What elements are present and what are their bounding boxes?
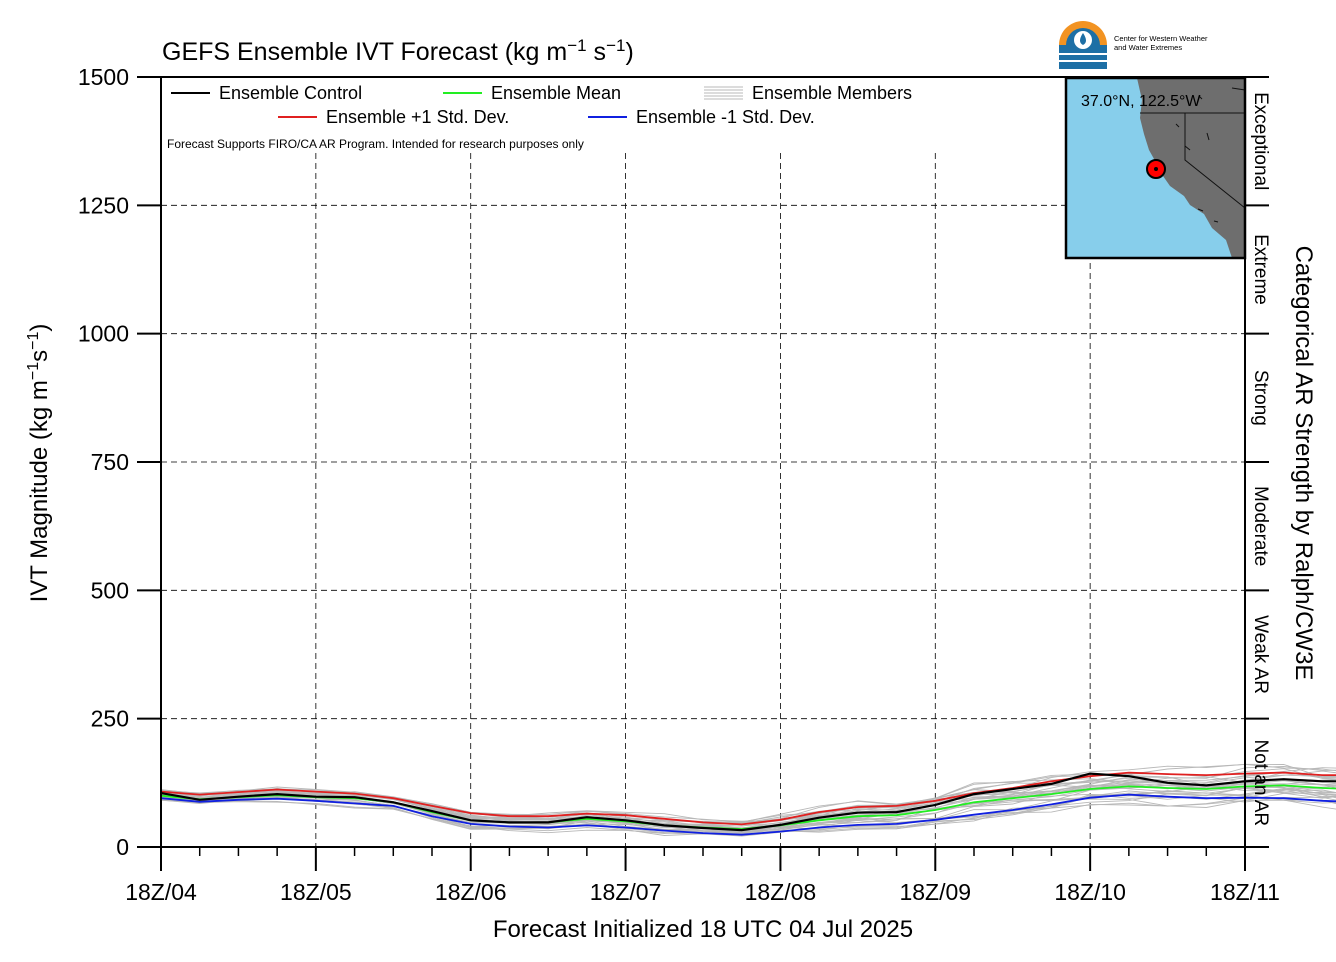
legend-plus: Ensemble +1 Std. Dev. [326,107,509,127]
right-axis-label: Categorical AR Strength by Ralph/CW3E [1290,246,1317,681]
x-tick-label: 18Z/10 [1054,879,1126,905]
x-tick-label: 18Z/04 [125,879,197,905]
y-tick-label: 0 [116,834,129,860]
legend-minus: Ensemble -1 Std. Dev. [636,107,815,127]
x-tick-label: 18Z/11 [1210,879,1280,905]
x-tick-label: 18Z/09 [899,879,971,905]
svg-text:and Water Extremes: and Water Extremes [1114,43,1182,52]
category-label: Not an AR [1250,739,1271,826]
axes [137,76,1269,871]
x-tick-label: 18Z/08 [745,879,817,905]
x-tick-label: 18Z/06 [435,879,507,905]
x-axis-label: Forecast Initialized 18 UTC 04 Jul 2025 [493,916,913,943]
research-note: Forecast Supports FIRO/CA AR Program. In… [167,137,584,151]
y-tick-labels: 0 250 500 750 1000 1250 1500 [78,64,129,860]
chart-title: GEFS Ensemble IVT Forecast (kg m−1 s−1) [162,36,634,66]
y-tick-label: 500 [91,577,129,603]
category-label: Strong [1250,370,1271,426]
y-tick-label: 1500 [78,64,129,90]
category-label: Moderate [1250,486,1271,566]
inset-map: 37.0°N, 122.5°W [1064,76,1247,260]
inset-land [1137,78,1245,258]
svg-text:Center for Western Weather: Center for Western Weather [1114,34,1208,43]
legend-mean: Ensemble Mean [491,83,621,103]
legend-control: Ensemble Control [219,83,362,103]
cw3e-logo: Center for Western Weather and Water Ext… [1059,21,1208,69]
category-label: Extreme [1250,234,1271,305]
legend-swatch-members [704,86,743,100]
inset-location: 37.0°N, 122.5°W [1081,93,1201,110]
category-label: Exceptional [1250,92,1271,190]
category-labels: Not an AR Weak AR Moderate Strong Extreme Exc… [1250,92,1271,826]
y-tick-label: 1000 [78,321,129,347]
series-layer [160,763,1336,837]
legend: Ensemble Control Ensemble Mean Ensemble … [167,83,912,151]
y-tick-label: 1250 [78,192,129,218]
grid-lines [161,153,1245,847]
x-tick-labels: 18Z/04 18Z/05 18Z/06 18Z/07 18Z/08 18Z/09 18Z/… [125,879,1280,905]
category-label: Weak AR [1250,615,1271,694]
y-tick-label: 250 [91,706,129,732]
x-tick-label: 18Z/05 [280,879,352,905]
y-tick-label: 750 [91,449,129,475]
x-tick-label: 18Z/07 [590,879,662,905]
y-axis-label: IVT Magnitude (kg m−1s−1) [25,324,53,603]
legend-members: Ensemble Members [752,83,912,103]
